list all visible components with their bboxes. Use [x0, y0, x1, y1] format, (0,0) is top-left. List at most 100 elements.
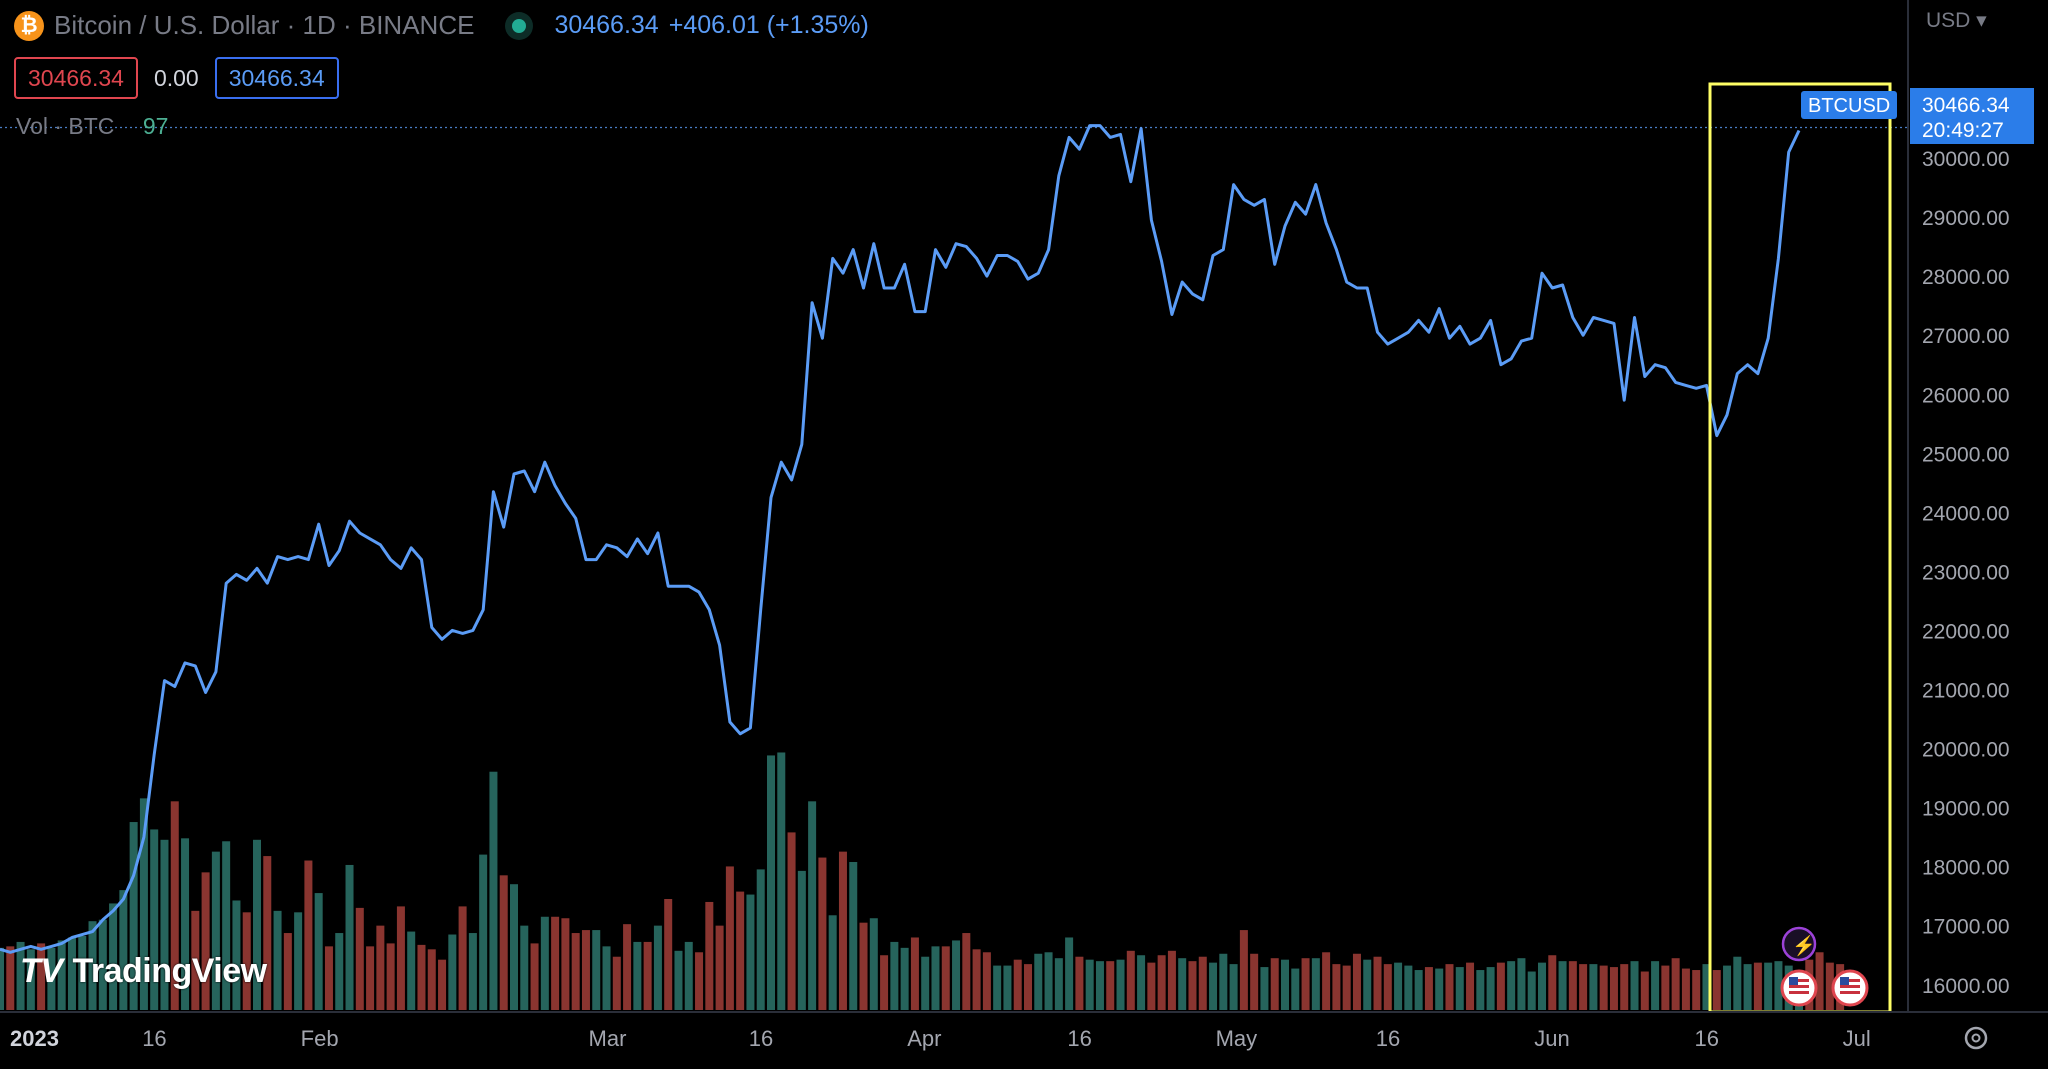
- volume-bar: [1404, 965, 1413, 1010]
- volume-bar: [828, 915, 837, 1010]
- volume-bar: [1075, 956, 1084, 1010]
- volume-bar: [1085, 959, 1094, 1010]
- volume-bar: [458, 906, 467, 1010]
- volume-bar: [818, 857, 827, 1010]
- volume-bar: [767, 755, 775, 1010]
- settings-gear-icon[interactable]: [1964, 1026, 1988, 1050]
- price-scale[interactable]: [1908, 0, 2048, 1012]
- spread-value: 0.00: [153, 64, 199, 91]
- volume-bar: [561, 918, 570, 1010]
- last-price: 30466.34: [554, 11, 659, 39]
- volume-bar: [890, 941, 899, 1010]
- time-tick-label: May: [1216, 1026, 1258, 1051]
- volume-bar: [1466, 962, 1475, 1010]
- volume-bar: [191, 910, 200, 1010]
- volume-bar: [1774, 961, 1783, 1010]
- volume-bar: [1270, 958, 1279, 1010]
- volume-bar: [900, 947, 909, 1010]
- buy-price-box[interactable]: 30466.34: [214, 57, 339, 99]
- lightning-icon[interactable]: [1781, 926, 1817, 962]
- volume-bar: [160, 839, 169, 1010]
- flag-stripe: [1789, 985, 1809, 988]
- volume-bar: [1435, 968, 1444, 1010]
- volume-bar: [1723, 965, 1732, 1010]
- tradingview-logo[interactable]: TV TradingView: [20, 952, 267, 991]
- price-tick-label: 23000.00: [1922, 561, 2010, 584]
- volume-bar: [1527, 971, 1536, 1010]
- volume-bar: [263, 856, 272, 1010]
- volume-bar: [242, 912, 251, 1010]
- volume-bar: [1126, 950, 1135, 1010]
- volume-bar: [324, 946, 333, 1010]
- volume-bar: [797, 870, 806, 1010]
- volume-bar: [1239, 930, 1248, 1010]
- volume-bar: [1322, 952, 1331, 1010]
- volume-legend[interactable]: Vol · BTC 97: [16, 113, 168, 140]
- volume-bar: [695, 952, 704, 1010]
- volume-bar: [88, 921, 97, 1010]
- volume-bar: [211, 851, 220, 1010]
- price-line[interactable]: [0, 124, 1801, 954]
- volume-label: Vol · BTC: [16, 113, 115, 139]
- volume-bar: [777, 752, 786, 1010]
- price-tick-label: 28000.00: [1922, 266, 2010, 289]
- time-tick-label: 16: [1376, 1026, 1400, 1051]
- volume-bar: [1157, 955, 1166, 1010]
- volume-bar: [1137, 955, 1146, 1010]
- volume-bar: [427, 949, 436, 1010]
- volume-bar: [0, 947, 4, 1010]
- volume-bar: [849, 862, 858, 1010]
- tradingview-wordmark: TradingView: [72, 952, 267, 990]
- volume-bar: [736, 891, 745, 1010]
- price-tick-label: 21000.00: [1922, 680, 2010, 703]
- volume-bar: [705, 901, 714, 1010]
- volume-bar: [1507, 961, 1516, 1010]
- time-axis[interactable]: [0, 1013, 2048, 1065]
- volume-bar: [664, 899, 673, 1010]
- volume-bar: [304, 860, 313, 1010]
- volume-bar: [653, 925, 662, 1010]
- volume-bar: [448, 934, 457, 1010]
- volume-bar: [1712, 970, 1721, 1010]
- volume-bar: [581, 930, 590, 1010]
- volume-bar: [1640, 971, 1649, 1010]
- symbol-header[interactable]: ₿ Bitcoin / U.S. Dollar · 1D · BINANCE 3…: [14, 10, 869, 41]
- volume-bar: [109, 903, 118, 1010]
- currency-select[interactable]: USD ▾: [1926, 9, 1987, 32]
- volume-bar: [1538, 962, 1546, 1010]
- volume-bar: [1281, 959, 1289, 1010]
- volume-bar: [468, 933, 477, 1010]
- sell-price-box[interactable]: 30466.34: [14, 57, 138, 99]
- volume-bar: [47, 947, 56, 1010]
- flag-stripe: [1789, 991, 1809, 994]
- volume-bar: [1733, 956, 1742, 1010]
- volume-bar: [510, 884, 518, 1010]
- flag-stripe: [1840, 985, 1860, 988]
- price-tick-label: 19000.00: [1922, 798, 2010, 821]
- volume-bar: [643, 941, 652, 1010]
- volume-bar: [1383, 964, 1392, 1010]
- time-tick-label: 16: [749, 1026, 773, 1051]
- symbol-title[interactable]: Bitcoin / U.S. Dollar · 1D · BINANCE: [54, 10, 475, 40]
- flag-stripe: [1840, 979, 1860, 982]
- volume-bar: [1342, 965, 1351, 1010]
- volume-bar: [725, 866, 734, 1010]
- time-tick-label: 16: [1694, 1026, 1718, 1051]
- volume-bar: [222, 841, 231, 1010]
- volume-bar: [1106, 961, 1115, 1010]
- volume-bar: [1692, 970, 1701, 1010]
- volume-bar: [1702, 964, 1711, 1010]
- volume-bar: [1095, 961, 1104, 1010]
- highlight-box[interactable]: [1708, 82, 1892, 1014]
- market-status-icon[interactable]: [512, 18, 527, 33]
- volume-bar: [201, 872, 210, 1010]
- time-tick-label: Apr: [907, 1026, 941, 1051]
- price-change: +406.01 (+1.35%): [668, 11, 869, 39]
- price-tick-label: 27000.00: [1922, 325, 2010, 348]
- volume-bar: [1568, 961, 1577, 1010]
- volume-bar: [962, 933, 971, 1010]
- volume-bar: [612, 956, 621, 1010]
- volume-bar: [1558, 961, 1567, 1010]
